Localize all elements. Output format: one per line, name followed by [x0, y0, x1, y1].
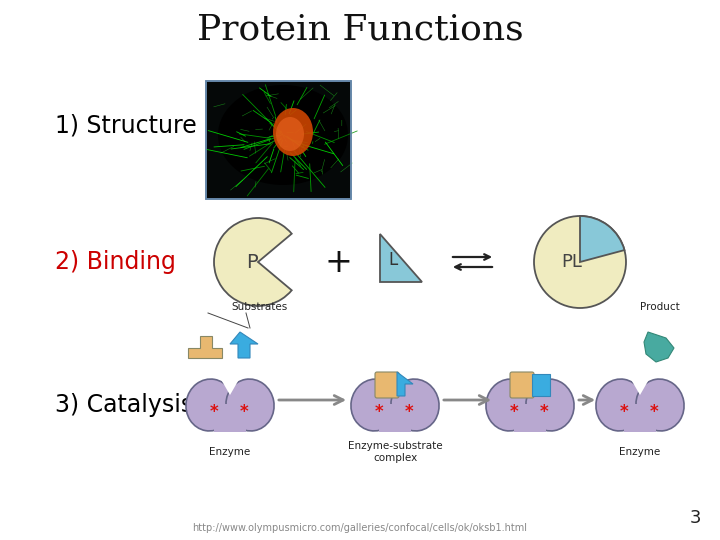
- Text: PL: PL: [562, 253, 582, 271]
- Text: Product: Product: [640, 302, 680, 312]
- Ellipse shape: [218, 85, 348, 185]
- Text: *: *: [210, 403, 218, 421]
- Text: *: *: [405, 403, 413, 421]
- Wedge shape: [520, 375, 540, 395]
- Text: Enzyme: Enzyme: [210, 447, 251, 457]
- Text: Substrates: Substrates: [232, 302, 288, 312]
- FancyBboxPatch shape: [375, 372, 399, 398]
- Wedge shape: [220, 375, 240, 395]
- Text: 3) Catalysis: 3) Catalysis: [55, 393, 193, 417]
- Bar: [379, 404, 411, 432]
- Text: 1) Structure: 1) Structure: [55, 113, 197, 137]
- Ellipse shape: [486, 379, 534, 431]
- Text: http://www.olympusmicro.com/galleries/confocal/cells/ok/oksb1.html: http://www.olympusmicro.com/galleries/co…: [192, 523, 528, 533]
- Ellipse shape: [273, 108, 313, 156]
- Text: *: *: [510, 403, 518, 421]
- Ellipse shape: [596, 379, 644, 431]
- Text: *: *: [540, 403, 549, 421]
- Ellipse shape: [636, 379, 684, 431]
- Ellipse shape: [526, 379, 574, 431]
- Bar: [205, 81, 351, 199]
- Text: *: *: [620, 403, 629, 421]
- Wedge shape: [630, 375, 650, 395]
- Polygon shape: [188, 336, 222, 358]
- Text: Enzyme-substrate
complex: Enzyme-substrate complex: [348, 441, 442, 463]
- Polygon shape: [397, 372, 413, 396]
- Ellipse shape: [226, 379, 274, 431]
- Polygon shape: [644, 332, 674, 362]
- Text: Protein Functions: Protein Functions: [197, 13, 523, 47]
- Polygon shape: [380, 234, 422, 282]
- Wedge shape: [385, 375, 405, 395]
- Text: *: *: [649, 403, 658, 421]
- Text: P: P: [246, 253, 258, 272]
- Ellipse shape: [351, 379, 399, 431]
- Ellipse shape: [186, 379, 234, 431]
- Wedge shape: [214, 218, 292, 306]
- Ellipse shape: [276, 117, 304, 151]
- Bar: [214, 404, 246, 432]
- Circle shape: [534, 216, 626, 308]
- Text: Enzyme: Enzyme: [619, 447, 661, 457]
- Text: 3: 3: [689, 509, 701, 527]
- Wedge shape: [580, 216, 624, 262]
- Bar: [205, 81, 351, 199]
- Bar: [624, 404, 656, 432]
- Text: L: L: [388, 251, 397, 269]
- Polygon shape: [230, 332, 258, 358]
- Text: *: *: [240, 403, 248, 421]
- Polygon shape: [532, 374, 550, 396]
- Text: 2) Binding: 2) Binding: [55, 250, 176, 274]
- Text: +: +: [324, 246, 352, 279]
- Bar: [514, 404, 546, 432]
- FancyBboxPatch shape: [510, 372, 534, 398]
- Text: *: *: [374, 403, 383, 421]
- Ellipse shape: [391, 379, 439, 431]
